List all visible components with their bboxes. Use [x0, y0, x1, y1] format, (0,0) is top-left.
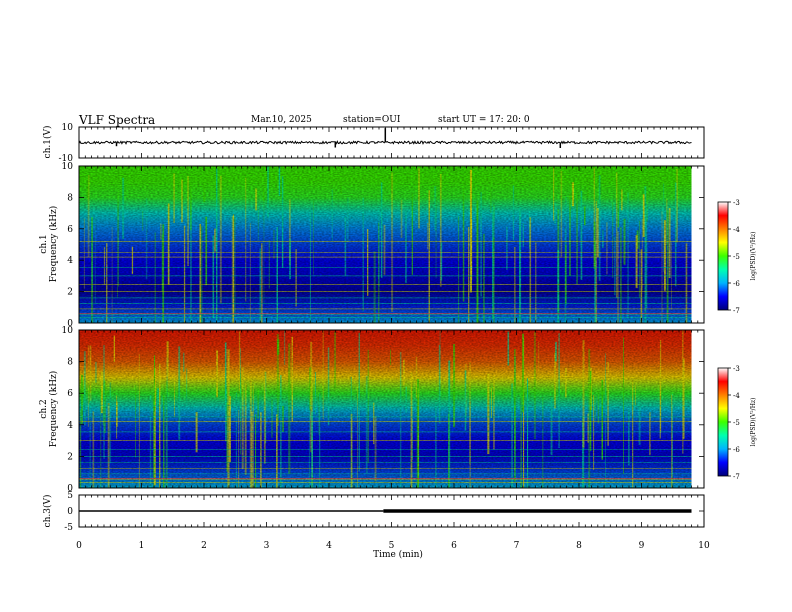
x-tick-label: 10: [698, 541, 710, 551]
x-tick-label: 9: [639, 541, 645, 551]
ch2-colorbar: -3 -4 -5 -6 -7 log(PSD)(V²/Hz): [717, 365, 757, 481]
date-label: Mar.10, 2025: [251, 115, 312, 125]
colorbar-tick-label: -4: [733, 392, 740, 400]
ch1-ylabel: ch.1(V): [42, 126, 53, 159]
colorbar-label: log(PSD)(V²/Hz): [750, 232, 757, 281]
y-tick-label: -5: [64, 523, 73, 533]
x-tick-label: 0: [76, 541, 82, 551]
y-tick-label: 4: [67, 421, 73, 431]
ch1-spectrogram-panel: [79, 166, 692, 323]
ch2-spectrogram-panel: [79, 330, 692, 488]
x-tick-label: 5: [389, 541, 395, 551]
ch2-spec-channel-label: ch.2: [39, 399, 49, 418]
ch3-ylabel: ch.3(V): [42, 495, 53, 528]
x-tick-label: 3: [264, 541, 270, 551]
x-tick-label: 4: [326, 541, 332, 551]
ch1-spec-channel-label: ch.1: [39, 234, 49, 253]
ch1-spec-ylabel: Frequency (kHz): [48, 206, 59, 283]
colorbar-tick-label: -7: [733, 307, 740, 315]
spectrogram-speckle: [79, 166, 692, 323]
y-tick-label: 8: [67, 193, 73, 203]
colorbar-tick-label: -7: [733, 473, 740, 481]
station-label: station=OUI: [343, 115, 401, 125]
x-tick-label: 1: [139, 541, 145, 551]
y-tick-label: 0: [67, 319, 73, 329]
colorbar-tick-label: -5: [733, 419, 740, 427]
colorbar-tick-label: -4: [733, 226, 740, 234]
y-tick-label: 10: [62, 123, 74, 133]
ch1-colorbar: -3 -4 -5 -6 -7 log(PSD)(V²/Hz): [717, 199, 757, 315]
y-tick-label: 8: [67, 358, 73, 368]
colorbar-tick-label: -3: [733, 199, 740, 207]
colorbar-gradient: [717, 367, 729, 477]
y-tick-label: 10: [62, 326, 74, 336]
colorbar-tick-label: -5: [733, 253, 740, 261]
x-tick-label: 8: [576, 541, 582, 551]
y-tick-label: 2: [67, 288, 73, 298]
figure-title: VLF Spectra: [79, 113, 156, 127]
ch1-waveform-plot: [78, 128, 692, 148]
y-tick-label: 6: [67, 389, 73, 399]
y-tick-label: 2: [67, 452, 73, 462]
colorbar-tick-label: -3: [733, 365, 740, 373]
y-tick-label: 6: [67, 225, 73, 235]
start-time-label: start UT = 17: 20: 0: [438, 115, 530, 125]
colorbar-tick-label: -6: [733, 280, 740, 288]
x-tick-label: 7: [514, 541, 520, 551]
y-tick-label: 4: [67, 256, 73, 266]
spectrogram-speckle: [79, 330, 692, 488]
y-tick-label: 5: [67, 491, 73, 501]
ch2-spec-ylabel: Frequency (kHz): [48, 371, 59, 448]
y-tick-label: -10: [59, 154, 74, 164]
y-tick-label: 0: [67, 484, 73, 494]
colorbar-tick-label: -6: [733, 446, 740, 454]
colorbar-label: log(PSD)(V²/Hz): [750, 398, 757, 447]
x-axis-label: Time (min): [373, 549, 423, 560]
y-tick-label: 0: [67, 507, 73, 517]
x-tick-label: 2: [201, 541, 207, 551]
x-tick-label: 6: [451, 541, 457, 551]
colorbar-gradient: [717, 201, 729, 311]
y-tick-label: 10: [62, 162, 74, 172]
